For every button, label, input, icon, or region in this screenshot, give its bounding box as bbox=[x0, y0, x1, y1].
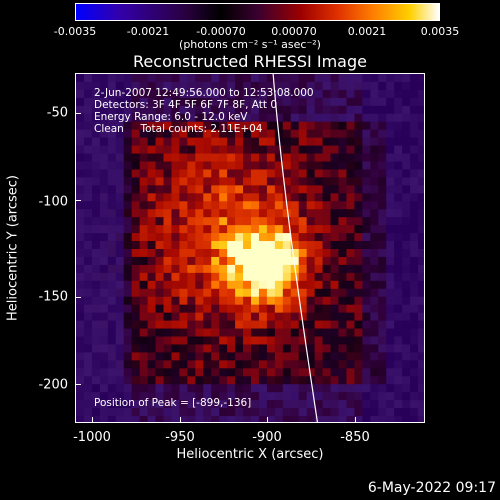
colorbar-tick-label: 0.0021 bbox=[347, 25, 387, 38]
x-tick-label: -850 bbox=[340, 430, 370, 445]
colorbar bbox=[75, 3, 440, 21]
x-tick-label: -900 bbox=[252, 430, 282, 445]
info-time-range: 2-Jun-2007 12:49:56.000 to 12:53:08.000 bbox=[94, 87, 314, 99]
y-tick-label: -50 bbox=[46, 105, 68, 121]
info-total-counts: Clean Total counts: 2.11E+04 bbox=[94, 123, 263, 135]
colorbar-units: (photons cm⁻² s⁻¹ asec⁻²) bbox=[179, 38, 321, 51]
image-plot: 2-Jun-2007 12:49:56.000 to 12:53:08.000 … bbox=[75, 73, 425, 423]
y-tick-label: -100 bbox=[38, 194, 68, 210]
info-detectors: Detectors: 3F 4F 5F 6F 7F 8F, Att 0 bbox=[94, 99, 278, 111]
colorbar-tick-label: 0.0035 bbox=[420, 25, 460, 38]
colorbar-tick-label: -0.0021 bbox=[126, 25, 170, 38]
rhessi-image bbox=[76, 74, 424, 422]
colorbar-tick-label: -0.0035 bbox=[53, 25, 97, 38]
footer-date: 6-May-2022 09:17 bbox=[367, 480, 496, 496]
x-tick-label: -1000 bbox=[73, 430, 111, 445]
x-tick-label: -950 bbox=[165, 430, 195, 445]
plot-title: Reconstructed RHESSI Image bbox=[133, 52, 367, 71]
y-axis-label: Heliocentric Y (arcsec) bbox=[5, 175, 21, 321]
x-axis-label: Heliocentric X (arcsec) bbox=[176, 447, 324, 462]
colorbar-tick-label: 0.00070 bbox=[271, 25, 317, 38]
solar-limb-line bbox=[272, 74, 319, 422]
info-energy-range: Energy Range: 6.0 - 12.0 keV bbox=[94, 111, 248, 123]
y-tick-label: -150 bbox=[38, 289, 68, 305]
y-tick-label: -200 bbox=[38, 377, 68, 393]
colorbar-tick-label: -0.00070 bbox=[196, 25, 246, 38]
peak-position: Position of Peak = [-899,-136] bbox=[94, 397, 252, 409]
